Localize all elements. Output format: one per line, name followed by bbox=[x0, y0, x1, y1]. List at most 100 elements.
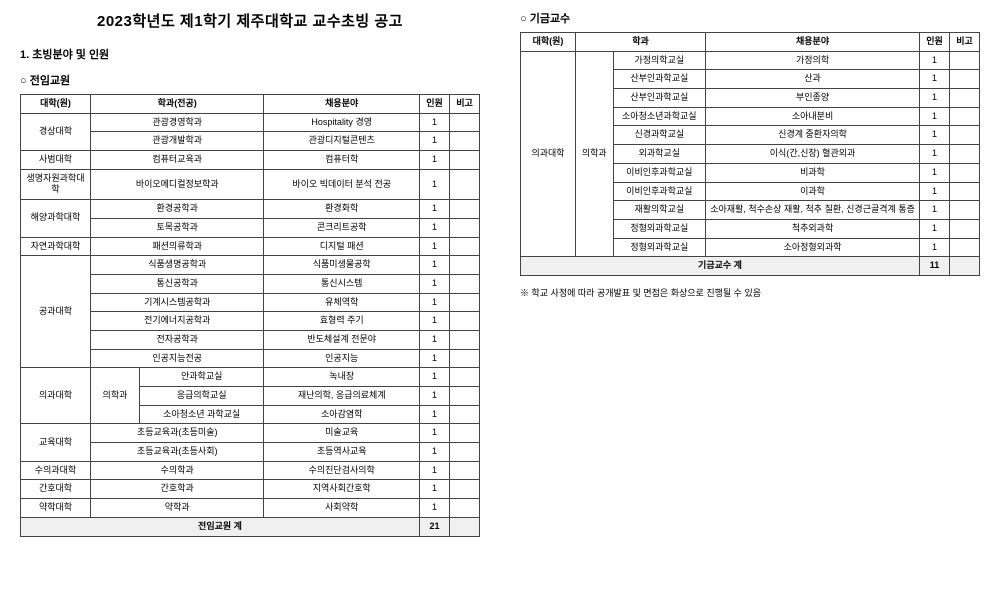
cell-college: 교육대학 bbox=[21, 424, 91, 461]
cell-note bbox=[450, 293, 480, 312]
cell-num: 1 bbox=[920, 182, 950, 201]
table-row: 사범대학컴퓨터교육과컴퓨터학1 bbox=[21, 151, 480, 170]
table-row: 해양과학대학환경공학과환경화학1 bbox=[21, 200, 480, 219]
table-row: 생명자원과학대학바이오메디컬정보학과바이오 빅데이터 분석 전공1 bbox=[21, 169, 480, 199]
cell-dept: 전자공학과 bbox=[91, 330, 264, 349]
cell-college: 간호대학 bbox=[21, 480, 91, 499]
table-row: 의과대학의학과가정의학교실가정의학1 bbox=[521, 51, 980, 70]
cell-note bbox=[450, 461, 480, 480]
cell-field: 콘크리트공학 bbox=[264, 218, 420, 237]
th-field: 채용분야 bbox=[264, 95, 420, 114]
footnote: ※ 학교 사정에 따라 공개발표 및 면접은 화상으로 진행될 수 있음 bbox=[520, 286, 980, 299]
cell-num: 1 bbox=[420, 200, 450, 219]
cell-num: 1 bbox=[420, 113, 450, 132]
cell-field: 환경화학 bbox=[264, 200, 420, 219]
cell-field: Hospitality 경영 bbox=[264, 113, 420, 132]
cell-field: 지역사회간호학 bbox=[264, 480, 420, 499]
total-note bbox=[950, 257, 980, 276]
cell-note bbox=[950, 201, 980, 220]
cell-num: 1 bbox=[920, 163, 950, 182]
th-dept-r: 학과 bbox=[576, 33, 706, 52]
total-label: 전임교원 계 bbox=[21, 517, 420, 536]
cell-num: 1 bbox=[420, 132, 450, 151]
total-row: 전임교원 계21 bbox=[21, 517, 480, 536]
cell-college: 약학대학 bbox=[21, 499, 91, 518]
cell-subdept: 안과학교실 bbox=[139, 368, 263, 387]
cell-field: 신경계 중환자의학 bbox=[706, 126, 920, 145]
cell-num: 1 bbox=[420, 169, 450, 199]
table-row: 자연과학대학패션의류학과디지털 패션1 bbox=[21, 237, 480, 256]
cell-note bbox=[450, 349, 480, 368]
th-note-r: 비고 bbox=[950, 33, 980, 52]
cell-dept: 관광경영학과 bbox=[91, 113, 264, 132]
table-row: 약학대학약학과사회약학1 bbox=[21, 499, 480, 518]
cell-field: 재난의학, 응급의료체계 bbox=[264, 387, 420, 406]
cell-num: 1 bbox=[420, 443, 450, 462]
cell-college: 의과대학 bbox=[21, 368, 91, 424]
cell-note bbox=[450, 330, 480, 349]
cell-num: 1 bbox=[420, 368, 450, 387]
cell-dept: 수의학과 bbox=[91, 461, 264, 480]
cell-field: 산과 bbox=[706, 70, 920, 89]
cell-subdept: 산부인과학교실 bbox=[613, 89, 706, 108]
cell-dept: 기계시스템공학과 bbox=[91, 293, 264, 312]
cell-num: 1 bbox=[420, 218, 450, 237]
cell-num: 1 bbox=[920, 89, 950, 108]
cell-field: 디지털 패션 bbox=[264, 237, 420, 256]
cell-num: 1 bbox=[420, 293, 450, 312]
cell-note bbox=[950, 163, 980, 182]
cell-num: 1 bbox=[920, 201, 950, 220]
cell-note bbox=[450, 200, 480, 219]
cell-field: 초등역사교육 bbox=[264, 443, 420, 462]
cell-num: 1 bbox=[420, 237, 450, 256]
left-subtitle: ○ 전임교원 bbox=[20, 72, 480, 88]
cell-field: 식품미생물공학 bbox=[264, 256, 420, 275]
th-num: 인원 bbox=[420, 95, 450, 114]
cell-field: 척추외과학 bbox=[706, 219, 920, 238]
cell-field: 컴퓨터학 bbox=[264, 151, 420, 170]
cell-num: 1 bbox=[920, 219, 950, 238]
total-value: 21 bbox=[420, 517, 450, 536]
th-num-r: 인원 bbox=[920, 33, 950, 52]
cell-field: 바이오 빅데이터 분석 전공 bbox=[264, 169, 420, 199]
th-note: 비고 bbox=[450, 95, 480, 114]
cell-note bbox=[950, 219, 980, 238]
cell-dept: 초등교육과(초등사회) bbox=[91, 443, 264, 462]
cell-num: 1 bbox=[420, 499, 450, 518]
cell-num: 1 bbox=[420, 312, 450, 331]
cell-dept: 컴퓨터교육과 bbox=[91, 151, 264, 170]
cell-subdept: 이비인후과학교실 bbox=[613, 182, 706, 201]
cell-note bbox=[450, 405, 480, 424]
cell-num: 1 bbox=[420, 349, 450, 368]
cell-subdept: 재활의학교실 bbox=[613, 201, 706, 220]
cell-num: 1 bbox=[920, 107, 950, 126]
right-subtitle: ○ 기금교수 bbox=[520, 10, 980, 26]
cell-field: 사회약학 bbox=[264, 499, 420, 518]
cell-field: 효형력 주기 bbox=[264, 312, 420, 331]
cell-note bbox=[450, 443, 480, 462]
cell-num: 1 bbox=[420, 424, 450, 443]
th-dept: 학과(전공) bbox=[91, 95, 264, 114]
cell-num: 1 bbox=[920, 70, 950, 89]
cell-note bbox=[950, 145, 980, 164]
cell-num: 1 bbox=[920, 238, 950, 257]
cell-num: 1 bbox=[920, 126, 950, 145]
cell-subdept: 응급의학교실 bbox=[139, 387, 263, 406]
cell-dept: 초등교육과(초등미술) bbox=[91, 424, 264, 443]
cell-num: 1 bbox=[420, 387, 450, 406]
cell-field: 녹내장 bbox=[264, 368, 420, 387]
cell-subdept: 이비인후과학교실 bbox=[613, 163, 706, 182]
cell-subdept: 가정의학교실 bbox=[613, 51, 706, 70]
cell-num: 1 bbox=[420, 274, 450, 293]
cell-note bbox=[950, 51, 980, 70]
table-row: 수의과대학수의학과수의진단검사의학1 bbox=[21, 461, 480, 480]
cell-dept: 토목공학과 bbox=[91, 218, 264, 237]
cell-num: 1 bbox=[920, 145, 950, 164]
section-label: 1. 초빙분야 및 인원 bbox=[20, 46, 480, 62]
total-value: 11 bbox=[920, 257, 950, 276]
cell-field: 가정의학 bbox=[706, 51, 920, 70]
cell-num: 1 bbox=[420, 480, 450, 499]
table-row: 경상대학관광경영학과Hospitality 경영1 bbox=[21, 113, 480, 132]
table-row: 의과대학의학과안과학교실녹내장1 bbox=[21, 368, 480, 387]
total-row: 기금교수 계11 bbox=[521, 257, 980, 276]
